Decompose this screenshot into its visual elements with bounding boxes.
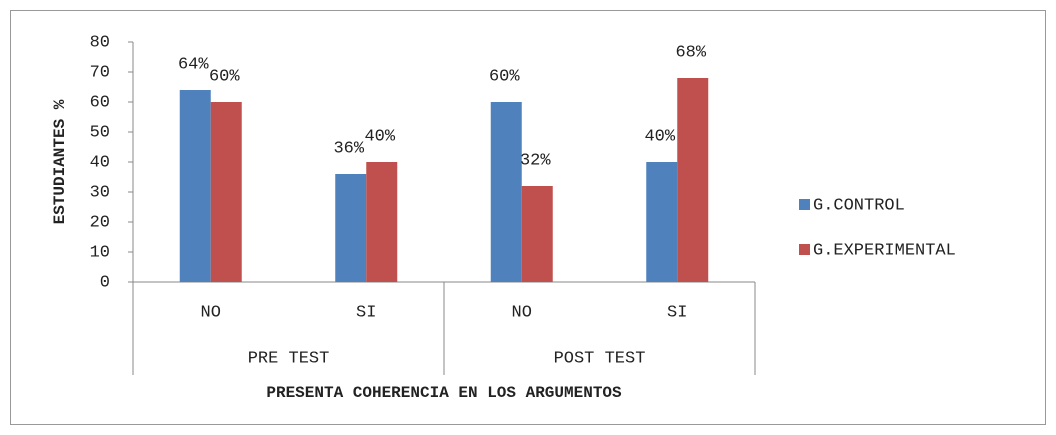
- bar: [335, 174, 367, 282]
- bar: [677, 78, 709, 282]
- data-label: 60%: [489, 67, 520, 86]
- legend-label: G.EXPERIMENTAL: [813, 241, 956, 260]
- legend-label: G.CONTROL: [813, 196, 905, 215]
- data-label: 36%: [333, 139, 364, 158]
- bar: [490, 102, 522, 282]
- data-label: 40%: [644, 127, 675, 146]
- data-label: 64%: [178, 55, 209, 74]
- x-tick-label: SI: [667, 303, 687, 322]
- bar: [366, 162, 398, 282]
- bar: [179, 90, 211, 282]
- bar: [210, 102, 242, 282]
- x-tick-label: NO: [512, 303, 532, 322]
- data-label: 40%: [364, 127, 395, 146]
- x-tick-label: SI: [356, 303, 376, 322]
- y-tick-label: 10: [90, 243, 110, 262]
- y-tick-label: 60: [90, 93, 110, 112]
- data-label: 68%: [675, 43, 706, 62]
- y-tick-label: 30: [90, 183, 110, 202]
- bar: [521, 186, 553, 282]
- legend-swatch: [799, 244, 810, 255]
- x-tick-label: NO: [201, 303, 221, 322]
- y-tick-label: 20: [90, 213, 110, 232]
- y-axis-label: ESTUDIANTES %: [51, 99, 69, 224]
- y-tick-label: 40: [90, 153, 110, 172]
- bar: [646, 162, 678, 282]
- group-label: POST TEST: [554, 349, 646, 368]
- data-label: 32%: [520, 151, 551, 170]
- y-tick-label: 0: [100, 273, 110, 292]
- x-axis-label: PRESENTA COHERENCIA EN LOS ARGUMENTOS: [266, 384, 622, 402]
- group-label: PRE TEST: [248, 349, 330, 368]
- y-tick-label: 80: [90, 33, 110, 52]
- legend-swatch: [799, 199, 810, 210]
- y-tick-label: 70: [90, 63, 110, 82]
- data-label: 60%: [209, 67, 240, 86]
- chart-border: [10, 10, 1046, 425]
- y-tick-label: 50: [90, 123, 110, 142]
